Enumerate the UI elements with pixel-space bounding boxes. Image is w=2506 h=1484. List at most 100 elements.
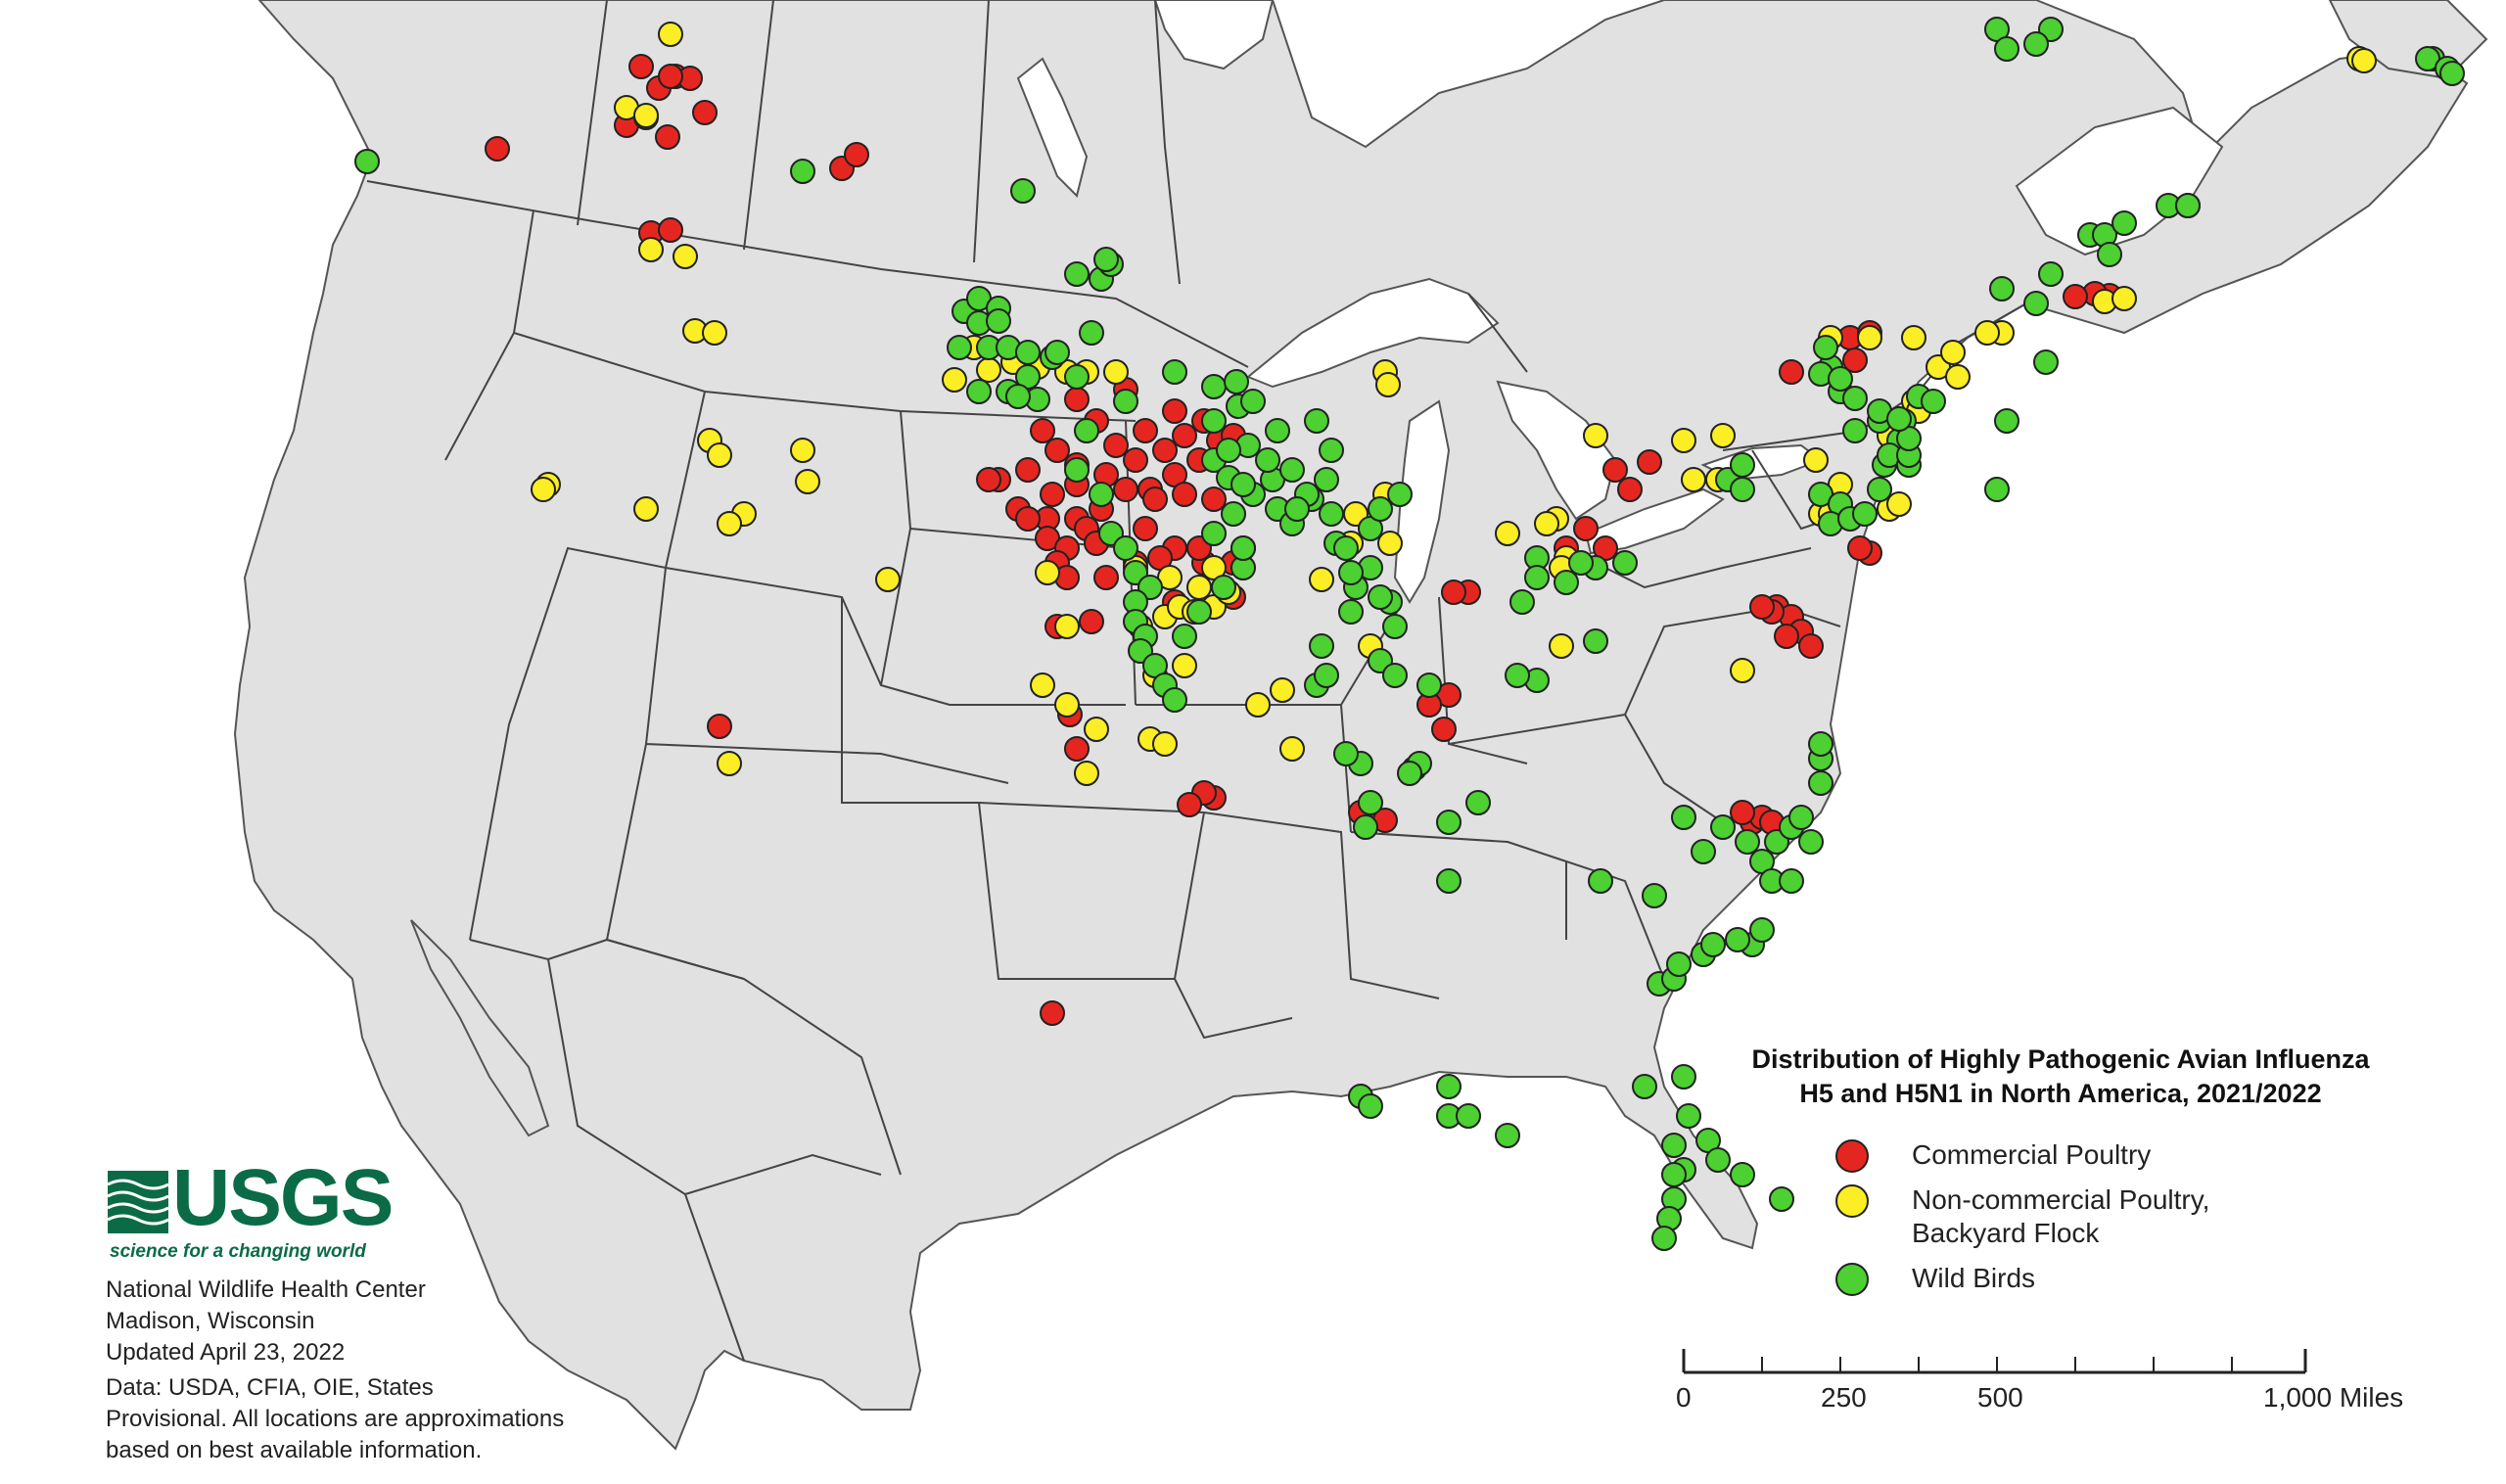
map-title: Distribution of Highly Pathogenic Avian …: [1674, 1043, 2447, 1111]
wild-bird-marker: [1338, 560, 1364, 585]
commercial-poultry-marker: [1774, 624, 1799, 649]
backyard-flock-marker: [875, 567, 901, 592]
commercial-poultry-marker: [1103, 433, 1129, 458]
wild-bird-marker: [1436, 1074, 1462, 1099]
credits-org: National Wildlife Health Center: [106, 1276, 426, 1303]
wild-bird-marker: [1279, 457, 1305, 483]
commercial-poultry-marker: [692, 100, 718, 125]
wild-bird-marker: [1265, 418, 1290, 443]
wild-bird-marker: [2038, 261, 2064, 287]
wild-bird-marker: [1172, 624, 1197, 649]
commercial-poultry-marker: [2063, 284, 2088, 309]
scale-label-250: 250: [1821, 1382, 1867, 1413]
commercial-poultry-marker: [628, 54, 654, 79]
wild-bird-marker: [1397, 761, 1422, 786]
wild-bird-marker: [1358, 1093, 1383, 1119]
wild-bird-marker: [1749, 917, 1775, 943]
wild-bird-marker: [1338, 599, 1364, 625]
backyard-flock-marker: [942, 367, 967, 393]
commercial-poultry-marker: [1123, 447, 1148, 473]
wild-bird-marker: [2439, 61, 2465, 86]
commercial-poultry-marker: [1172, 423, 1197, 448]
wild-bird-marker: [2033, 349, 2059, 375]
commercial-poultry-marker: [1015, 457, 1041, 483]
backyard-flock-marker: [1974, 320, 2000, 346]
wild-bird-marker: [1211, 575, 1236, 600]
legend-label-commercial: Commercial Poultry: [1912, 1139, 2152, 1170]
wild-bird-marker: [1651, 1226, 1677, 1251]
backyard-flock-marker: [1152, 731, 1178, 757]
backyard-flock-marker: [1172, 653, 1197, 678]
commercial-poultry-marker: [658, 217, 683, 243]
wild-bird-marker: [1994, 408, 2019, 434]
backyard-flock-marker: [707, 442, 732, 468]
legend-item-backyard: Non-commercial Poultry, Backyard Flock: [1835, 1181, 2423, 1253]
wild-bird-marker: [1010, 178, 1036, 204]
commercial-poultry-marker: [1637, 449, 1662, 475]
wild-bird-marker: [966, 379, 992, 404]
backyard-flock-marker: [2112, 286, 2137, 311]
backyard-flock-marker: [1681, 467, 1706, 492]
commercial-poultry-marker: [1779, 359, 1804, 385]
backyard-flock-marker: [1945, 364, 1971, 390]
wild-bird-marker: [1015, 340, 1041, 365]
backyard-flock-marker: [1245, 692, 1271, 718]
wild-bird-marker: [1554, 570, 1579, 595]
backyard-flock-marker: [702, 320, 727, 346]
wild-bird-marker: [1079, 320, 1104, 346]
backyard-flock-marker: [1857, 325, 1882, 350]
wild-bird-marker: [1725, 927, 1750, 952]
wild-bird-marker: [1691, 839, 1716, 864]
wild-bird-marker: [1333, 535, 1359, 561]
commercial-poultry-marker: [1030, 418, 1055, 443]
backyard-flock-marker: [638, 237, 664, 262]
north-america-land: [233, 0, 2469, 1451]
wild-bird-marker: [1509, 589, 1535, 615]
commercial-poultry-marker: [655, 124, 680, 150]
commercial-poultry-marker: [1079, 609, 1104, 634]
backyard-flock-marker: [1186, 575, 1212, 600]
commercial-poultry-marker: [1431, 717, 1457, 742]
wild-bird-marker: [1162, 359, 1187, 385]
wild-bird-marker: [1842, 386, 1868, 411]
wild-bird-marker: [1456, 1103, 1481, 1129]
wild-bird-marker: [1224, 369, 1249, 394]
commercial-poultry-marker: [1040, 482, 1065, 507]
wild-bird-marker: [1201, 521, 1227, 546]
wild-bird-marker: [1309, 633, 1334, 659]
wild-bird-marker: [1064, 261, 1090, 287]
commercial-swatch-icon: [1835, 1139, 1869, 1173]
wild-bird-marker: [1304, 408, 1329, 434]
wild-bird-marker: [1671, 805, 1696, 830]
credits-data-sources: Data: USDA, CFIA, OIE, States: [106, 1374, 434, 1401]
scale-label-1000: 1,000 Miles: [2263, 1382, 2404, 1413]
backyard-flock-marker: [633, 496, 659, 522]
wild-bird-marker: [1984, 477, 2010, 502]
commercial-poultry-marker: [1617, 477, 1643, 502]
wild-bird-marker: [1612, 550, 1638, 576]
backyard-flock-marker: [1375, 372, 1401, 397]
commercial-poultry-marker: [1040, 1000, 1065, 1026]
commercial-poultry-marker: [658, 64, 683, 89]
wild-bird-marker: [1465, 790, 1491, 815]
wild-bird-marker: [2023, 291, 2049, 316]
backyard-flock-marker: [790, 438, 815, 463]
lake-superior: [1246, 277, 1500, 389]
wild-bird-marker: [790, 159, 815, 184]
usgs-tagline: science for a changing world: [110, 1241, 366, 1262]
commercial-poultry-marker: [1177, 792, 1202, 817]
commercial-poultry-marker: [1172, 482, 1197, 507]
commercial-poultry-marker: [1842, 348, 1868, 373]
wild-bird-marker: [354, 149, 380, 174]
wild-bird-marker: [1769, 1186, 1794, 1212]
backyard-flock-marker: [2351, 48, 2377, 73]
backyard-flock-marker: [1730, 658, 1755, 683]
wild-bird-marker: [1705, 1147, 1731, 1173]
wild-bird-marker: [1495, 1123, 1520, 1148]
backyard-flock-marker: [1803, 447, 1829, 473]
wild-bird-marker: [1240, 389, 1266, 414]
wild-bird-marker: [1661, 1133, 1687, 1158]
wild-bird-marker: [1852, 501, 1878, 527]
scale-label-500: 500: [1977, 1382, 2023, 1413]
commercial-poultry-marker: [1602, 457, 1628, 483]
